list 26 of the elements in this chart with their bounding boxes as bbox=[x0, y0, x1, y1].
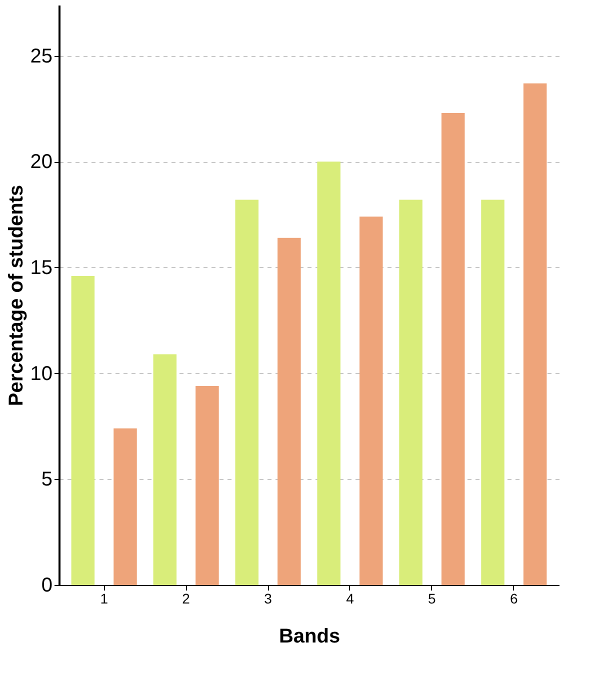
x-tick-label: 4 bbox=[346, 590, 354, 606]
bar bbox=[523, 83, 547, 585]
x-tick-label: 2 bbox=[182, 590, 190, 606]
bar bbox=[278, 238, 301, 585]
y-tick-label: 25 bbox=[30, 45, 52, 68]
y-tick-label: 10 bbox=[30, 362, 52, 385]
y-axis-title: Percentage of students bbox=[5, 184, 28, 406]
x-tick-label: 3 bbox=[264, 590, 272, 606]
x-tick-label: 5 bbox=[428, 590, 436, 606]
bar bbox=[360, 216, 383, 585]
y-tick-label: 5 bbox=[41, 468, 52, 491]
x-tick-label: 1 bbox=[100, 590, 108, 606]
y-tick-label: 15 bbox=[30, 256, 52, 279]
bar bbox=[441, 112, 465, 585]
x-tick-label: 6 bbox=[510, 590, 518, 606]
bar bbox=[317, 162, 340, 585]
bar bbox=[153, 354, 177, 585]
bar bbox=[481, 200, 504, 585]
bar bbox=[235, 200, 258, 585]
bar bbox=[196, 386, 219, 585]
x-axis-title: Bands bbox=[278, 626, 340, 648]
y-tick-label: 20 bbox=[30, 151, 52, 174]
y-tick-label: 0 bbox=[41, 574, 52, 596]
bar bbox=[71, 276, 95, 585]
bar bbox=[114, 428, 137, 585]
bar bbox=[399, 200, 422, 585]
